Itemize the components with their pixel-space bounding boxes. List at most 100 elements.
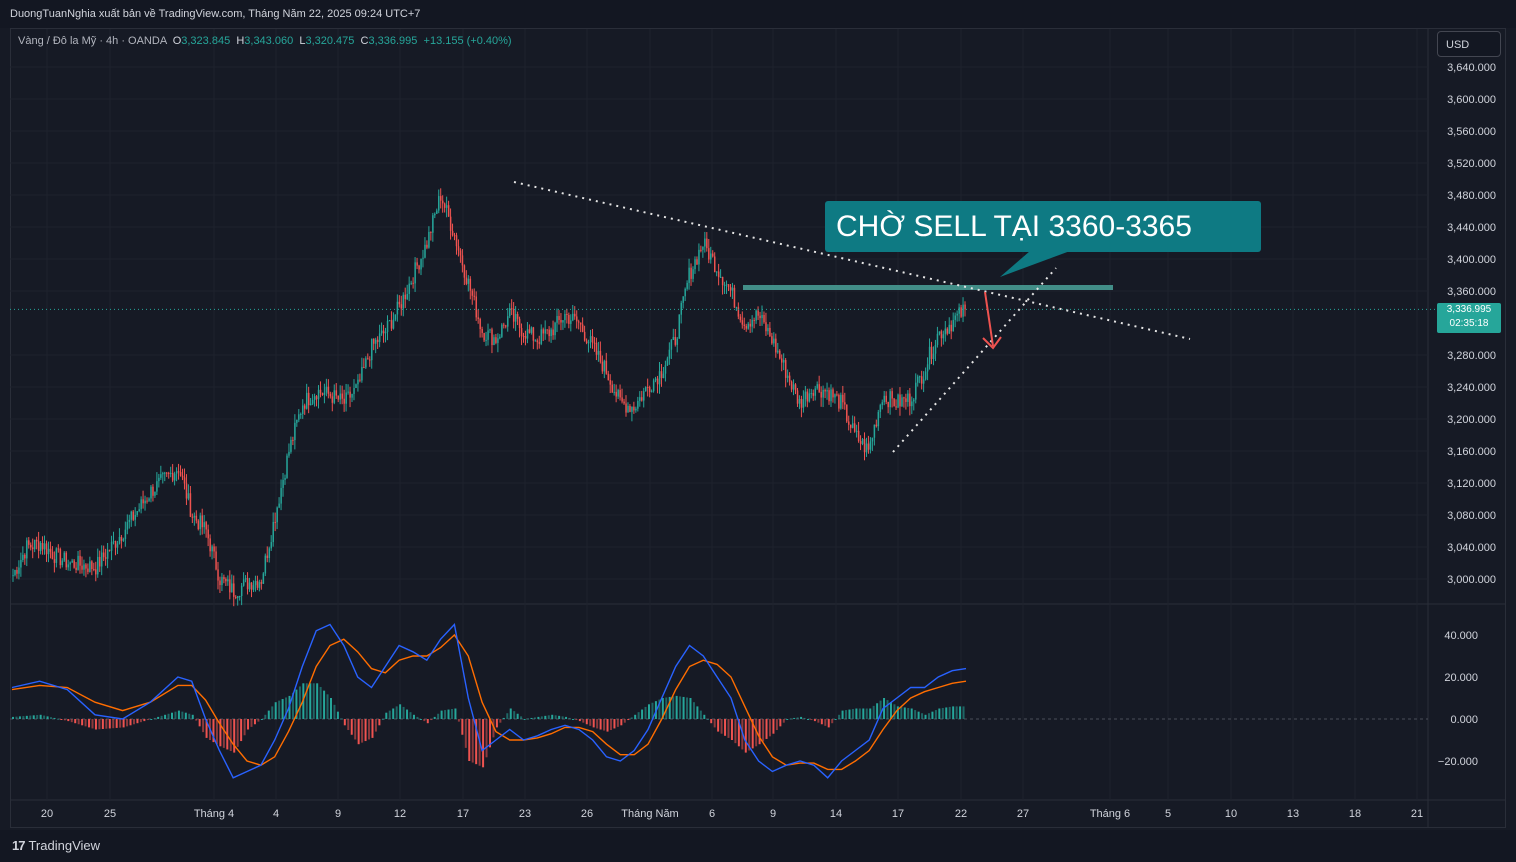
candle <box>292 439 294 441</box>
macd-histogram-bar <box>962 706 965 719</box>
candle <box>67 564 69 568</box>
macd-histogram-bar <box>215 719 218 745</box>
candle <box>658 371 661 385</box>
candle <box>656 378 659 385</box>
candle <box>217 569 219 581</box>
macd-histogram-bar <box>198 719 201 727</box>
candle <box>591 336 594 343</box>
candle <box>920 376 923 384</box>
candle <box>581 324 584 332</box>
candle <box>932 353 935 359</box>
candle <box>861 439 864 444</box>
candle <box>294 422 296 441</box>
candle <box>960 307 962 317</box>
candle <box>810 393 813 395</box>
chart-frame[interactable] <box>10 28 1506 828</box>
macd-histogram-bar <box>101 719 104 729</box>
candle <box>804 391 807 400</box>
candle <box>126 522 129 530</box>
candle <box>645 387 647 392</box>
resistance-zone[interactable] <box>743 285 1113 290</box>
tradingview-logo[interactable]: 17 TradingView <box>12 838 100 853</box>
candle <box>124 529 127 539</box>
candle <box>899 394 901 407</box>
macd-histogram-bar <box>710 719 713 724</box>
symbol-name[interactable]: Vàng / Đô la Mỹ · 4h · OANDA <box>18 35 167 47</box>
macd-histogram-bar <box>250 719 253 727</box>
sell-callout[interactable]: CHỜ SELL TẠI 3360-3365 <box>825 201 1261 252</box>
candle <box>248 582 251 590</box>
candle <box>136 511 138 515</box>
candle <box>727 284 730 287</box>
candle <box>191 516 194 518</box>
candle <box>357 379 359 385</box>
macd-histogram-bar <box>489 719 491 748</box>
candle <box>386 320 389 332</box>
candle <box>909 393 911 407</box>
candle <box>290 439 292 452</box>
candle <box>91 561 93 570</box>
macd-histogram-bar <box>765 719 768 739</box>
candle <box>246 578 249 590</box>
candle <box>503 324 505 326</box>
ascending-trendline[interactable] <box>892 267 1057 453</box>
candle <box>520 327 523 336</box>
candle <box>485 339 487 341</box>
candle <box>262 573 265 584</box>
macd-histogram-bar <box>257 719 260 722</box>
macd-histogram-bar <box>60 719 63 720</box>
macd-histogram-bar <box>720 719 723 734</box>
candle <box>918 376 921 378</box>
price-tick-label: 3,120.000 <box>1447 478 1496 490</box>
macd-histogram-bar <box>959 706 962 719</box>
candle <box>680 302 682 315</box>
candle <box>148 498 150 501</box>
macd-histogram-bar <box>354 719 357 740</box>
candle <box>777 350 779 353</box>
candle <box>225 578 227 582</box>
candle <box>483 332 485 341</box>
candle <box>355 384 357 389</box>
candle <box>844 402 846 405</box>
candle <box>792 384 795 390</box>
candle <box>144 500 146 504</box>
candle <box>826 390 828 392</box>
candle <box>205 522 207 530</box>
price-tick-label: 3,040.000 <box>1447 542 1496 554</box>
macd-histogram-bar <box>18 716 21 719</box>
candle <box>274 521 276 523</box>
candle <box>24 554 26 559</box>
candle <box>639 397 641 401</box>
macd-histogram-bar <box>554 715 557 719</box>
price-tick-label: 3,080.000 <box>1447 510 1496 522</box>
candle <box>779 350 781 359</box>
candle <box>577 321 580 323</box>
candle <box>179 472 182 476</box>
candle <box>95 569 97 575</box>
macd-histogram-bar <box>39 714 42 719</box>
candle <box>542 329 545 334</box>
candle <box>211 546 213 552</box>
candle <box>627 405 629 413</box>
currency-button[interactable]: USD <box>1437 31 1501 57</box>
macd-histogram-bar <box>309 683 312 719</box>
candle <box>954 315 956 320</box>
macd-histogram-bar <box>658 699 661 719</box>
macd-histogram-bar <box>509 708 512 719</box>
macd-histogram-bar <box>278 700 281 719</box>
candle <box>434 213 436 216</box>
candle <box>786 375 789 378</box>
candle <box>534 340 537 342</box>
candle <box>114 541 117 548</box>
macd-histogram-bar <box>475 719 478 765</box>
candle <box>33 539 36 550</box>
macd-histogram-bar <box>412 714 415 719</box>
candle <box>840 394 842 409</box>
candle <box>250 582 253 590</box>
candle <box>735 307 738 309</box>
candle <box>570 320 572 324</box>
candle <box>373 338 375 344</box>
x-tick-label: 5 <box>1165 808 1171 820</box>
macd-histogram-bar <box>696 706 699 719</box>
